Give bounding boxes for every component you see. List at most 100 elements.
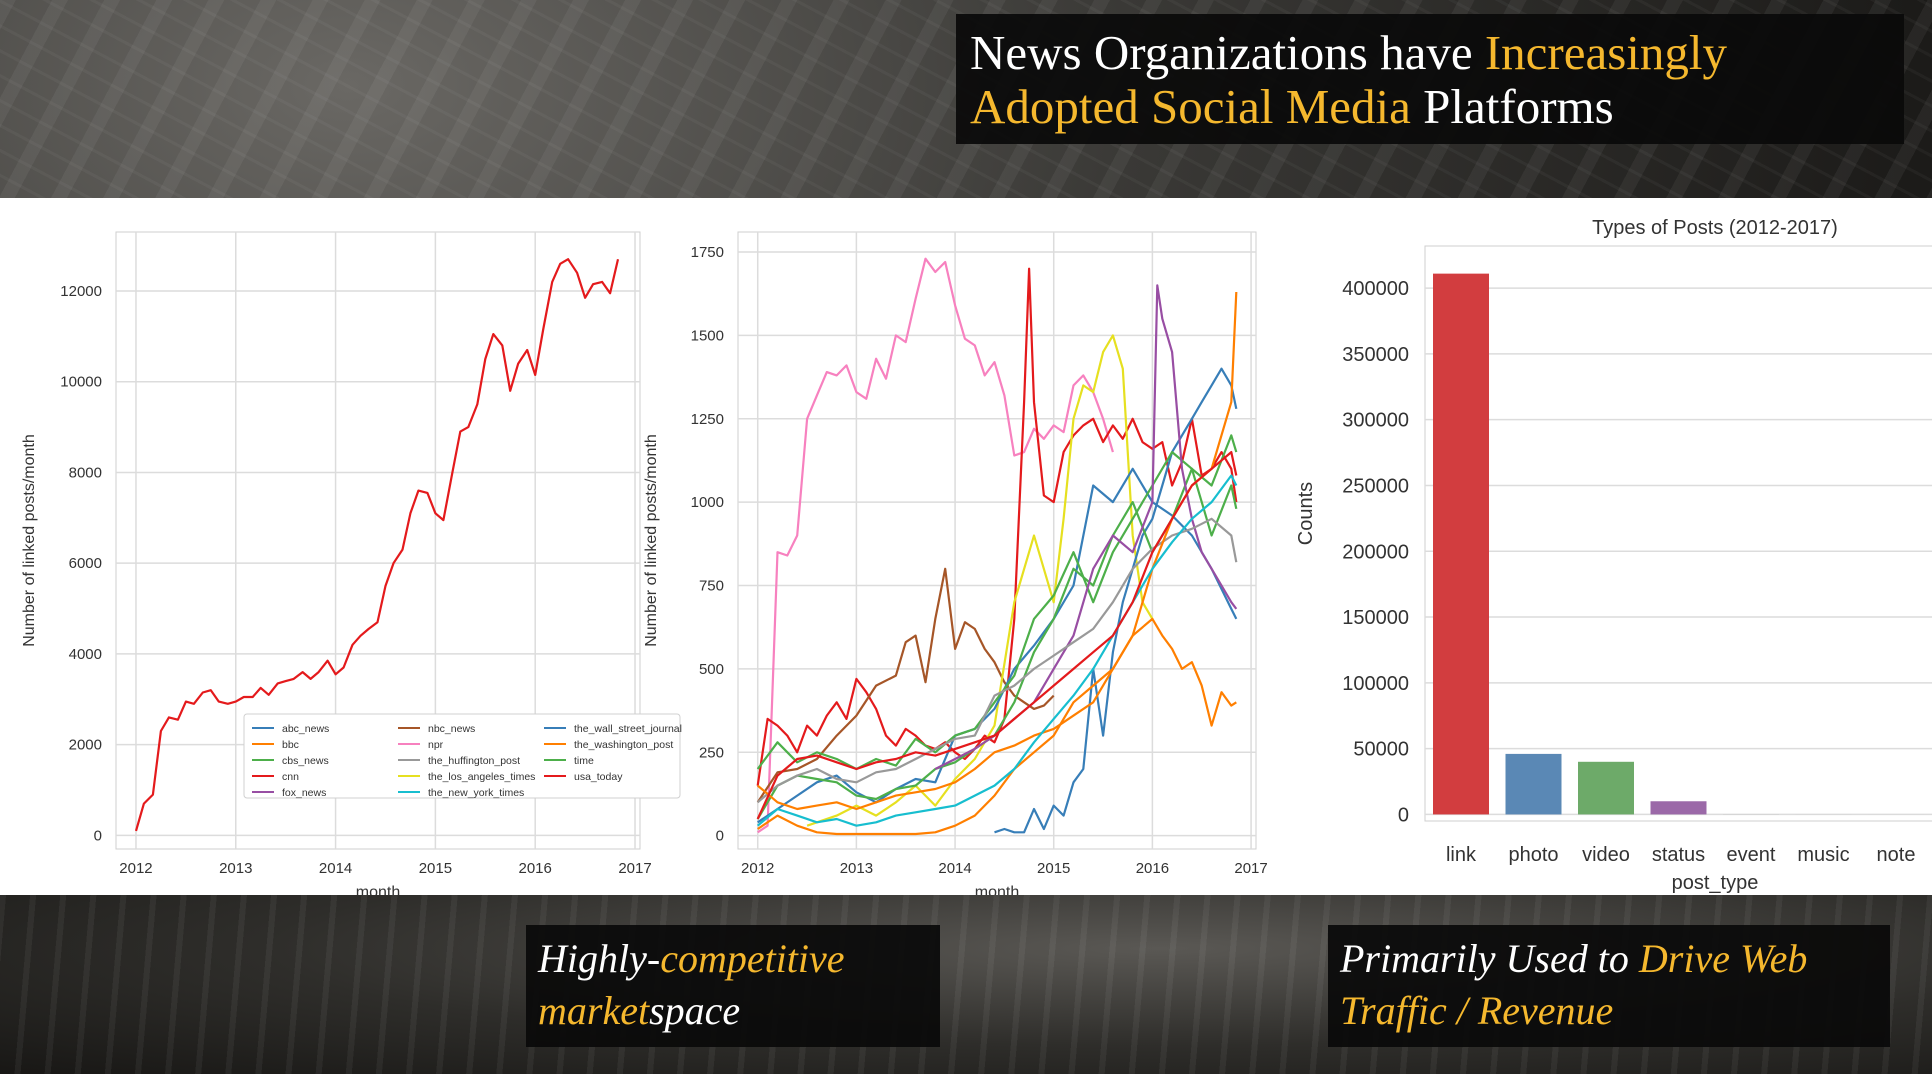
callout-line-1: Highly-competitive bbox=[538, 933, 845, 985]
legend-label: the_los_angeles_times bbox=[428, 771, 535, 783]
x-tick-label: 2017 bbox=[1234, 860, 1267, 877]
x-tick-label: photo bbox=[1508, 844, 1558, 866]
chart-title: Types of Posts (2012-2017) bbox=[1592, 217, 1838, 239]
x-tick-label: note bbox=[1877, 844, 1916, 866]
y-tick-label: 4000 bbox=[69, 646, 102, 663]
legend-label: nbc_news bbox=[428, 723, 475, 735]
bar-photo bbox=[1505, 753, 1562, 815]
headline-line-2: Adopted Social Media Platforms bbox=[970, 80, 1614, 134]
series-line-the_los_angeles_times bbox=[806, 334, 1154, 827]
x-tick-label: link bbox=[1446, 844, 1477, 866]
y-tick-label: 0 bbox=[94, 827, 102, 844]
y-tick-label: 350000 bbox=[1342, 344, 1409, 366]
legend-label: cnn bbox=[282, 771, 299, 783]
callout-text: Primarily Used to bbox=[1340, 936, 1639, 981]
y-axis-label: Number of linked posts/month bbox=[643, 434, 660, 647]
series-line-npr bbox=[757, 257, 1114, 834]
series-line-bbc bbox=[757, 617, 1237, 836]
x-tick-label: 2016 bbox=[1136, 860, 1169, 877]
headline-text: News Organizations have bbox=[970, 25, 1485, 80]
y-tick-label: 10000 bbox=[60, 374, 102, 391]
y-tick-label: 50000 bbox=[1353, 739, 1409, 761]
bar-video bbox=[1578, 761, 1634, 815]
y-tick-label: 1500 bbox=[691, 327, 724, 344]
callout-competitive: Highly-competitive marketspace bbox=[526, 925, 940, 1047]
x-tick-label: video bbox=[1582, 844, 1630, 866]
legend-label: fox_news bbox=[282, 787, 326, 799]
x-tick-label: 2015 bbox=[1037, 860, 1070, 877]
callout-line-2: Traffic / Revenue bbox=[1340, 985, 1613, 1037]
x-tick-label: 2014 bbox=[938, 860, 971, 877]
legend-label: npr bbox=[428, 739, 444, 751]
bar-chart: 0 50000 100000 150000 200000 250000 300000 3500… bbox=[1295, 217, 1932, 894]
x-tick-label: 2017 bbox=[618, 860, 651, 877]
series-line-the_huffington_post bbox=[756, 517, 1238, 804]
callout-highlight: Drive Web bbox=[1638, 936, 1808, 981]
y-tick-label: 1000 bbox=[691, 494, 724, 511]
x-tick-label: 2013 bbox=[840, 860, 873, 877]
legend-box bbox=[243, 713, 681, 799]
x-tick-label: 2012 bbox=[119, 860, 152, 877]
line-chart-2: 2012 2013 2014 2015 2016 2017 0 250 500 750 1000 12… bbox=[643, 231, 1268, 901]
series-line-the_washington_post bbox=[756, 291, 1238, 811]
headline-line-1: News Organizations have Increasingly bbox=[970, 26, 1727, 80]
callout-text: Highly- bbox=[538, 936, 661, 981]
legend-label: the_huffington_post bbox=[428, 755, 520, 767]
headline-text: Platforms bbox=[1410, 79, 1614, 134]
y-tick-label: 12000 bbox=[60, 283, 102, 300]
x-tick-label: 2012 bbox=[741, 860, 774, 877]
y-tick-label: 250000 bbox=[1342, 475, 1409, 497]
y-tick-label: 6000 bbox=[69, 555, 102, 572]
x-axis-label: post_type bbox=[1672, 872, 1759, 894]
headline-highlight: Adopted Social Media bbox=[970, 79, 1411, 134]
y-tick-label: 0 bbox=[716, 828, 724, 845]
headline-highlight: Increasingly bbox=[1484, 25, 1727, 80]
y-tick-label: 300000 bbox=[1342, 410, 1409, 432]
x-tick-label: 2013 bbox=[219, 860, 252, 877]
callout-line-2: marketspace bbox=[538, 985, 740, 1037]
x-axis-label: month bbox=[975, 884, 1019, 895]
y-tick-label: 1250 bbox=[691, 411, 724, 428]
headline-banner: News Organizations have Increasingly Ado… bbox=[956, 14, 1904, 144]
callout-highlight: Traffic / Revenue bbox=[1340, 988, 1614, 1033]
legend-label: bbc bbox=[282, 739, 299, 751]
x-tick-label: 2016 bbox=[519, 860, 552, 877]
y-tick-label: 2000 bbox=[69, 737, 102, 754]
y-tick-label: 500 bbox=[699, 661, 724, 678]
x-axis-label: month bbox=[356, 884, 400, 895]
y-tick-label: 200000 bbox=[1342, 541, 1409, 563]
callout-text: space bbox=[649, 988, 741, 1033]
legend-label: cbs_news bbox=[282, 755, 329, 767]
y-tick-label: 250 bbox=[699, 744, 724, 761]
x-tick-label: status bbox=[1652, 844, 1705, 866]
y-tick-label: 400000 bbox=[1342, 278, 1409, 300]
plot-area bbox=[1424, 245, 1932, 822]
charts-svg: 2012 2013 2014 2015 2016 2017 0 2000 4000 6000 800… bbox=[21, 217, 1932, 901]
bar-link bbox=[1433, 273, 1489, 815]
y-tick-label: 8000 bbox=[69, 464, 102, 481]
series-line-cbs_news bbox=[756, 434, 1238, 771]
callout-web-traffic: Primarily Used to Drive Web Traffic / Re… bbox=[1328, 925, 1890, 1047]
x-tick-label: 2014 bbox=[319, 860, 352, 877]
x-tick-label: event bbox=[1727, 844, 1776, 866]
legend-label: abc_news bbox=[282, 723, 329, 735]
line-chart-1: 2012 2013 2014 2015 2016 2017 0 2000 4000 6000 800… bbox=[21, 231, 682, 901]
y-axis-label: Number of linked posts/month bbox=[21, 434, 38, 647]
x-tick-label: 2015 bbox=[419, 860, 452, 877]
legend-label: the_new_york_times bbox=[428, 787, 524, 799]
legend-label: usa_today bbox=[574, 771, 623, 783]
y-tick-label: 0 bbox=[1398, 804, 1409, 826]
series-line-the_new_york_times bbox=[756, 474, 1238, 827]
callout-line-1: Primarily Used to Drive Web bbox=[1340, 933, 1807, 985]
bar-status bbox=[1650, 801, 1707, 815]
callout-highlight: competitive bbox=[660, 936, 845, 981]
charts-panel: 2012 2013 2014 2015 2016 2017 0 2000 4000 6000 800… bbox=[0, 198, 1932, 901]
series-line-total bbox=[134, 258, 620, 832]
callout-highlight: market bbox=[538, 988, 650, 1033]
x-tick-label: music bbox=[1797, 844, 1849, 866]
y-tick-label: 100000 bbox=[1342, 673, 1409, 695]
legend-label: the_washington_post bbox=[574, 739, 673, 751]
series-line-usa_today bbox=[756, 451, 1238, 820]
y-tick-label: 750 bbox=[699, 578, 724, 595]
